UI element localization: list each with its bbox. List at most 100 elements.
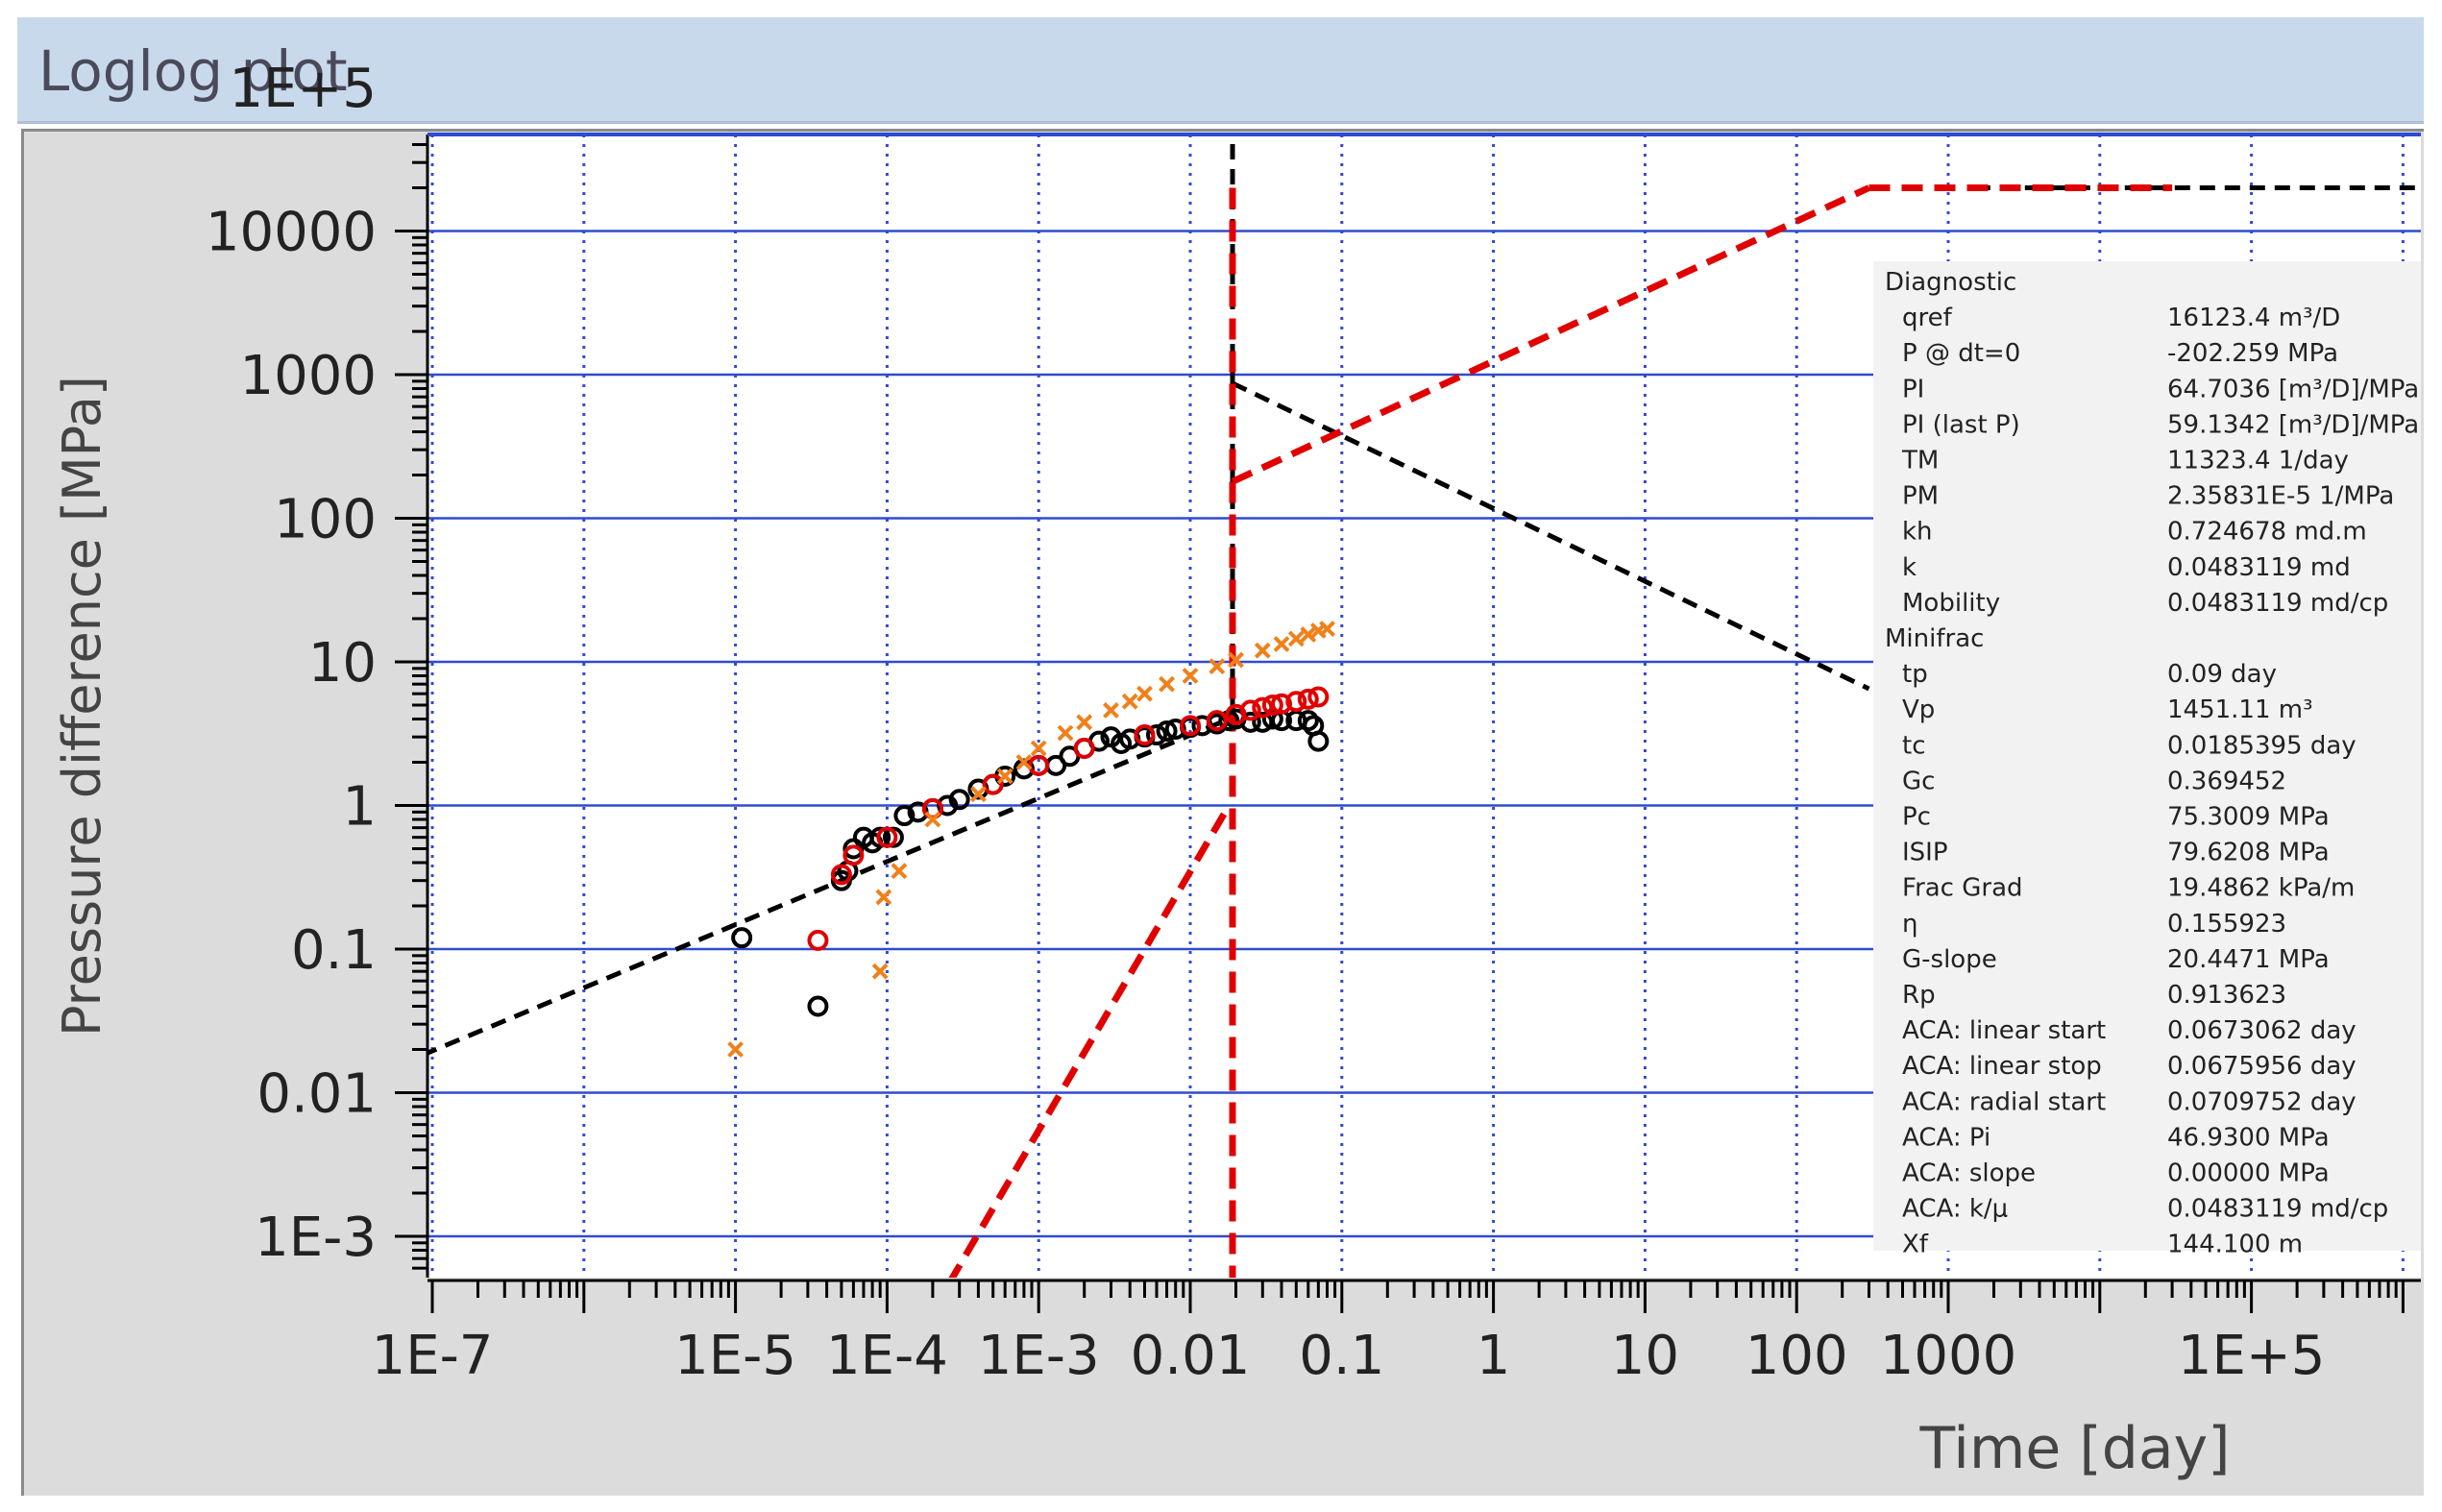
data-point [876, 826, 898, 848]
diagnostic-section-header: Diagnostic [1885, 268, 2016, 297]
x-tick-label: 100 [1746, 1325, 1848, 1387]
data-point [1180, 715, 1201, 737]
diagnostic-value: 11323.4 1/day [2167, 447, 2349, 476]
diagnostic-label: Gc [1902, 767, 1935, 795]
diagnostic-value: 75.3009 MPa [2167, 803, 2330, 832]
x-tick-label: 1E-4 [826, 1325, 948, 1387]
y-tick-label: 1000 [239, 345, 377, 407]
diagnostic-panel: Diagnostic qref 16123.4 m³/D P @ dt=0 -202.2… [1873, 261, 2421, 1259]
diagnostic-value: 0.09 day [2167, 660, 2277, 689]
y-tick-label: 10000 [206, 202, 377, 264]
x-tick-label: 1 [1477, 1325, 1511, 1387]
data-point [731, 927, 753, 949]
diagnostic-label: Pc [1902, 803, 1931, 832]
x-tick-label: 0.01 [1131, 1325, 1251, 1387]
data-point [1121, 693, 1138, 710]
x-tick-label: 0.1 [1299, 1325, 1384, 1387]
diagnostic-value: 19.4862 kPa/m [2167, 874, 2355, 903]
window-title-bar: Loglog plot [17, 17, 2424, 124]
x-axis-ticks [430, 1280, 2405, 1313]
diagnostic-label: kh [1902, 518, 1933, 547]
diagnostic-label: Vp [1902, 695, 1935, 724]
data-point [1254, 642, 1271, 659]
window-title: Loglog plot [38, 38, 348, 104]
x-tick-label: 1000 [1880, 1325, 2017, 1387]
data-point [948, 789, 970, 811]
data-point [1307, 686, 1330, 708]
diagnostic-value: 46.9300 MPa [2167, 1123, 2330, 1152]
data-point [1015, 754, 1033, 770]
diagnostic-label: PM [1902, 482, 1939, 511]
data-point [1028, 754, 1050, 776]
data-point [1076, 714, 1093, 731]
data-point [1103, 702, 1119, 719]
x-axis-tick-labels: 1E-7 1E-5 1E-4 1E-3 0.01 0.1 1 10 100 1000 1E+5 [372, 1325, 2326, 1387]
data-point [1136, 685, 1153, 702]
diagnostic-label: η [1902, 910, 1917, 939]
data-point [1156, 719, 1178, 742]
y-tick-label: 0.01 [256, 1063, 377, 1126]
diagnostic-panel-bg [1873, 261, 2421, 1251]
data-point [1252, 696, 1274, 719]
diagnostic-value: 2.35831E-5 1/MPa [2167, 482, 2394, 511]
data-point [807, 929, 829, 951]
data-markers [727, 621, 1335, 1058]
diagnostic-value: 0.724678 md.m [2167, 518, 2367, 547]
data-point [1285, 691, 1307, 713]
diagnostic-value: 0.0483119 md [2167, 553, 2351, 582]
diagnostic-label: P @ dt=0 [1902, 339, 2020, 368]
diagnostic-label: Xf [1902, 1231, 1929, 1259]
data-point [1307, 730, 1330, 752]
y-tick-label: 1E+5 [229, 58, 377, 120]
y-tick-label: 10 [308, 632, 377, 695]
data-point [1287, 630, 1305, 647]
y-tick-label: 1 [342, 776, 377, 839]
diagnostic-label: ACA: Pi [1902, 1123, 1990, 1152]
y-tick-label: 1E-3 [255, 1207, 377, 1269]
dashed-line [1231, 184, 1870, 485]
diagnostic-value: 0.0185395 day [2167, 731, 2357, 760]
diagnostic-label: qref [1902, 304, 1953, 332]
diagnostic-label: ACA: slope [1902, 1159, 2036, 1188]
data-point [1030, 740, 1047, 757]
diagnostic-section-header: Minifrac [1885, 624, 1984, 653]
data-point [1261, 695, 1283, 717]
data-point [891, 863, 908, 880]
data-point [882, 826, 904, 848]
data-point [1134, 724, 1156, 746]
data-point [842, 844, 865, 866]
y-axis-tick-labels: 1E+5 10000 1000 100 10 1 0.1 0.01 1E-3 [206, 58, 377, 1269]
diagnostic-value: 0.00000 MPa [2167, 1159, 2330, 1188]
data-point [869, 826, 891, 848]
data-point [1273, 636, 1290, 652]
data-point [875, 889, 892, 906]
y-axis-ticks [395, 142, 427, 1270]
x-axis-title: Time [day] [1918, 1415, 2230, 1482]
data-point [1239, 699, 1261, 721]
data-point [996, 768, 1013, 785]
diagnostic-value: 0.369452 [2167, 767, 2286, 795]
diagnostic-value: -202.259 MPa [2167, 339, 2338, 368]
diagnostic-label: ISIP [1902, 839, 1948, 867]
data-point [1182, 668, 1199, 684]
data-point [1159, 675, 1175, 693]
diagnostic-label: k [1902, 553, 1917, 582]
data-point [1300, 626, 1317, 643]
diagnostic-label: TM [1901, 447, 1939, 476]
data-point [1319, 621, 1335, 637]
data-point [1073, 738, 1095, 760]
y-axis-title: Pressure difference [MPa] [52, 376, 112, 1036]
y-tick-label: 100 [274, 489, 377, 551]
dashed-lines [427, 134, 2421, 1278]
diagnostic-label: ACA: linear start [1902, 1016, 2106, 1045]
diagnostic-value: 0.0673062 day [2167, 1016, 2357, 1045]
data-point [1228, 651, 1244, 669]
data-point [982, 773, 1004, 795]
diagnostic-label: Mobility [1902, 589, 2000, 618]
data-point [924, 811, 941, 828]
data-point [727, 1041, 745, 1058]
diagnostic-value: 0.913623 [2167, 981, 2286, 1010]
x-tick-label: 1E-7 [372, 1325, 494, 1387]
x-tick-label: 10 [1611, 1325, 1679, 1387]
